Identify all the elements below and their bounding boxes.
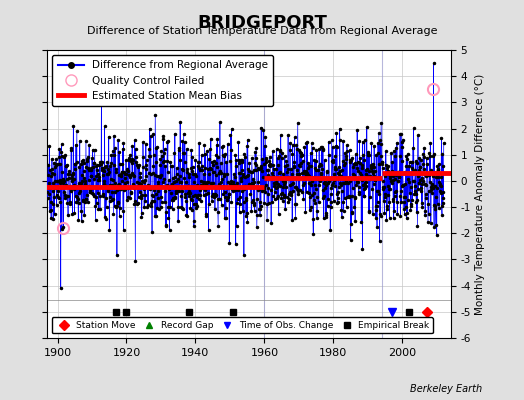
Legend: Station Move, Record Gap, Time of Obs. Change, Empirical Break: Station Move, Record Gap, Time of Obs. C… bbox=[52, 317, 433, 334]
Y-axis label: Monthly Temperature Anomaly Difference (°C): Monthly Temperature Anomaly Difference (… bbox=[475, 73, 485, 315]
Text: Berkeley Earth: Berkeley Earth bbox=[410, 384, 482, 394]
Text: BRIDGEPORT: BRIDGEPORT bbox=[197, 14, 327, 32]
Text: Difference of Station Temperature Data from Regional Average: Difference of Station Temperature Data f… bbox=[87, 26, 437, 36]
